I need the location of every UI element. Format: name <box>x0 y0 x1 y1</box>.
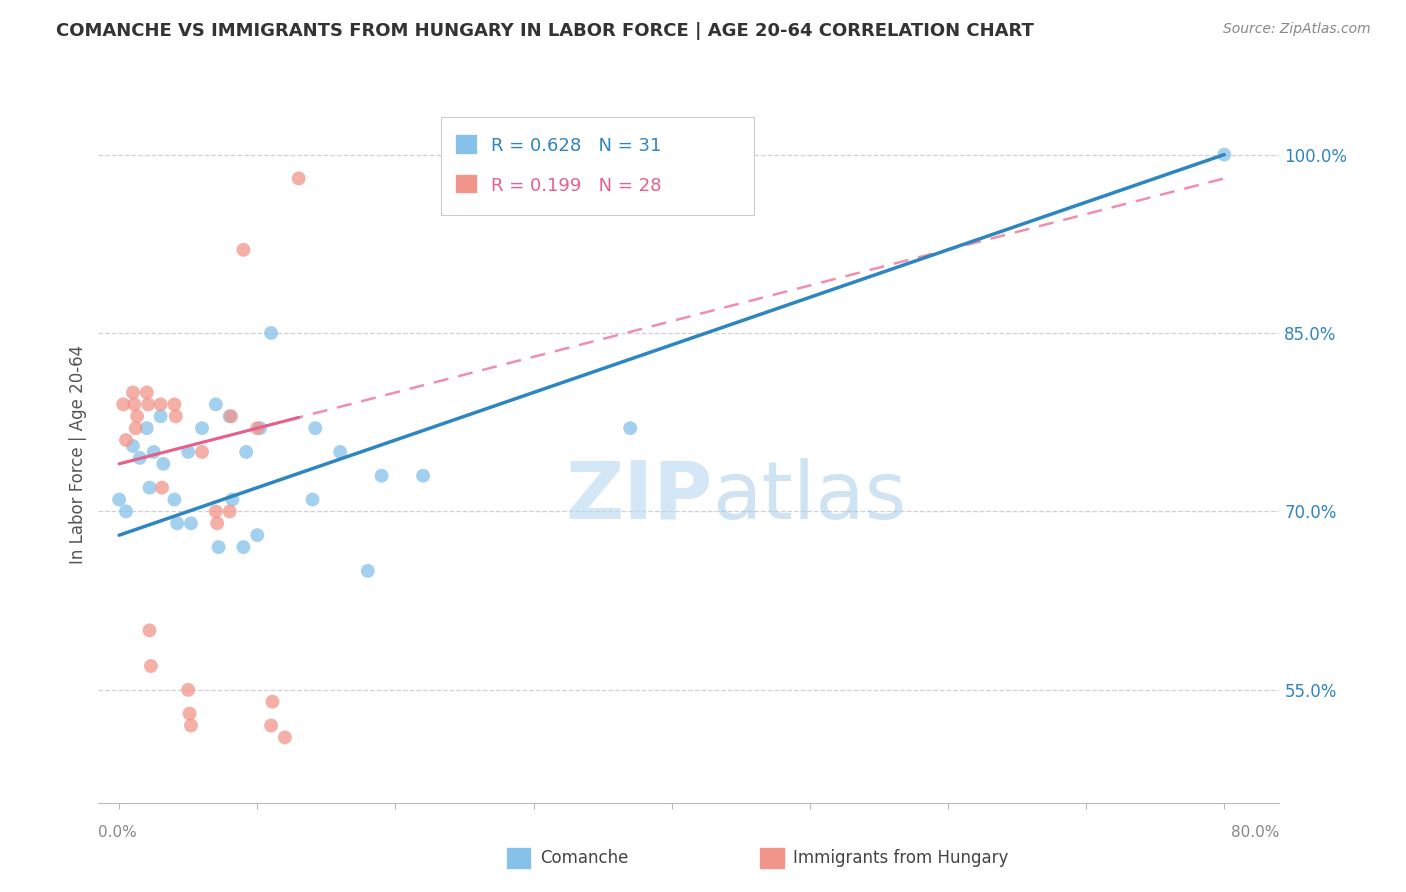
Point <box>122 385 145 400</box>
Point <box>127 409 149 424</box>
Text: Source: ZipAtlas.com: Source: ZipAtlas.com <box>1223 22 1371 37</box>
Point <box>191 445 214 459</box>
Point <box>219 409 242 424</box>
Point <box>246 528 269 542</box>
Point <box>205 504 228 518</box>
Point <box>301 492 323 507</box>
Point <box>136 397 159 411</box>
Point <box>138 481 160 495</box>
Text: R = 0.628   N = 31: R = 0.628 N = 31 <box>491 137 661 155</box>
Point <box>412 468 434 483</box>
Point <box>180 516 202 531</box>
Point <box>125 421 148 435</box>
Text: Comanche: Comanche <box>540 849 628 867</box>
Point <box>177 682 200 697</box>
Point <box>274 731 297 745</box>
Point <box>138 624 160 638</box>
Point <box>115 504 138 518</box>
Point <box>329 445 352 459</box>
Point <box>262 695 284 709</box>
Point <box>142 445 165 459</box>
Text: 80.0%: 80.0% <box>1232 825 1279 840</box>
Point <box>135 385 157 400</box>
Point <box>165 409 187 424</box>
Point <box>108 492 131 507</box>
Point <box>180 718 202 732</box>
Point <box>128 450 150 465</box>
Point <box>139 659 162 673</box>
Point <box>115 433 138 447</box>
Point <box>260 718 283 732</box>
Text: atlas: atlas <box>713 458 907 536</box>
Point <box>122 439 145 453</box>
Point <box>191 421 214 435</box>
Point <box>163 397 186 411</box>
Point <box>179 706 201 721</box>
Point <box>249 421 271 435</box>
Text: R = 0.199   N = 28: R = 0.199 N = 28 <box>491 177 661 194</box>
Point <box>124 397 146 411</box>
Point <box>235 445 257 459</box>
Text: ZIP: ZIP <box>565 458 713 536</box>
Point <box>149 397 172 411</box>
Point <box>166 516 188 531</box>
Point <box>246 421 269 435</box>
Text: 0.0%: 0.0% <box>98 825 138 840</box>
Point <box>205 397 228 411</box>
Point <box>112 397 135 411</box>
Text: Immigrants from Hungary: Immigrants from Hungary <box>793 849 1008 867</box>
Point <box>370 468 392 483</box>
Point <box>218 504 240 518</box>
Text: COMANCHE VS IMMIGRANTS FROM HUNGARY IN LABOR FORCE | AGE 20-64 CORRELATION CHART: COMANCHE VS IMMIGRANTS FROM HUNGARY IN L… <box>56 22 1035 40</box>
Point <box>232 540 254 554</box>
Point <box>357 564 380 578</box>
Point <box>149 409 172 424</box>
Point <box>207 540 229 554</box>
Point <box>205 516 228 531</box>
Point <box>304 421 326 435</box>
Point <box>287 171 309 186</box>
Point <box>163 492 186 507</box>
Point <box>177 445 200 459</box>
Point <box>152 457 174 471</box>
Point <box>150 481 173 495</box>
Point <box>260 326 283 340</box>
Point <box>218 409 240 424</box>
Point <box>135 421 157 435</box>
Point <box>232 243 254 257</box>
Y-axis label: In Labor Force | Age 20-64: In Labor Force | Age 20-64 <box>69 345 87 565</box>
Point <box>1213 147 1236 161</box>
Point <box>221 492 243 507</box>
Point <box>619 421 641 435</box>
